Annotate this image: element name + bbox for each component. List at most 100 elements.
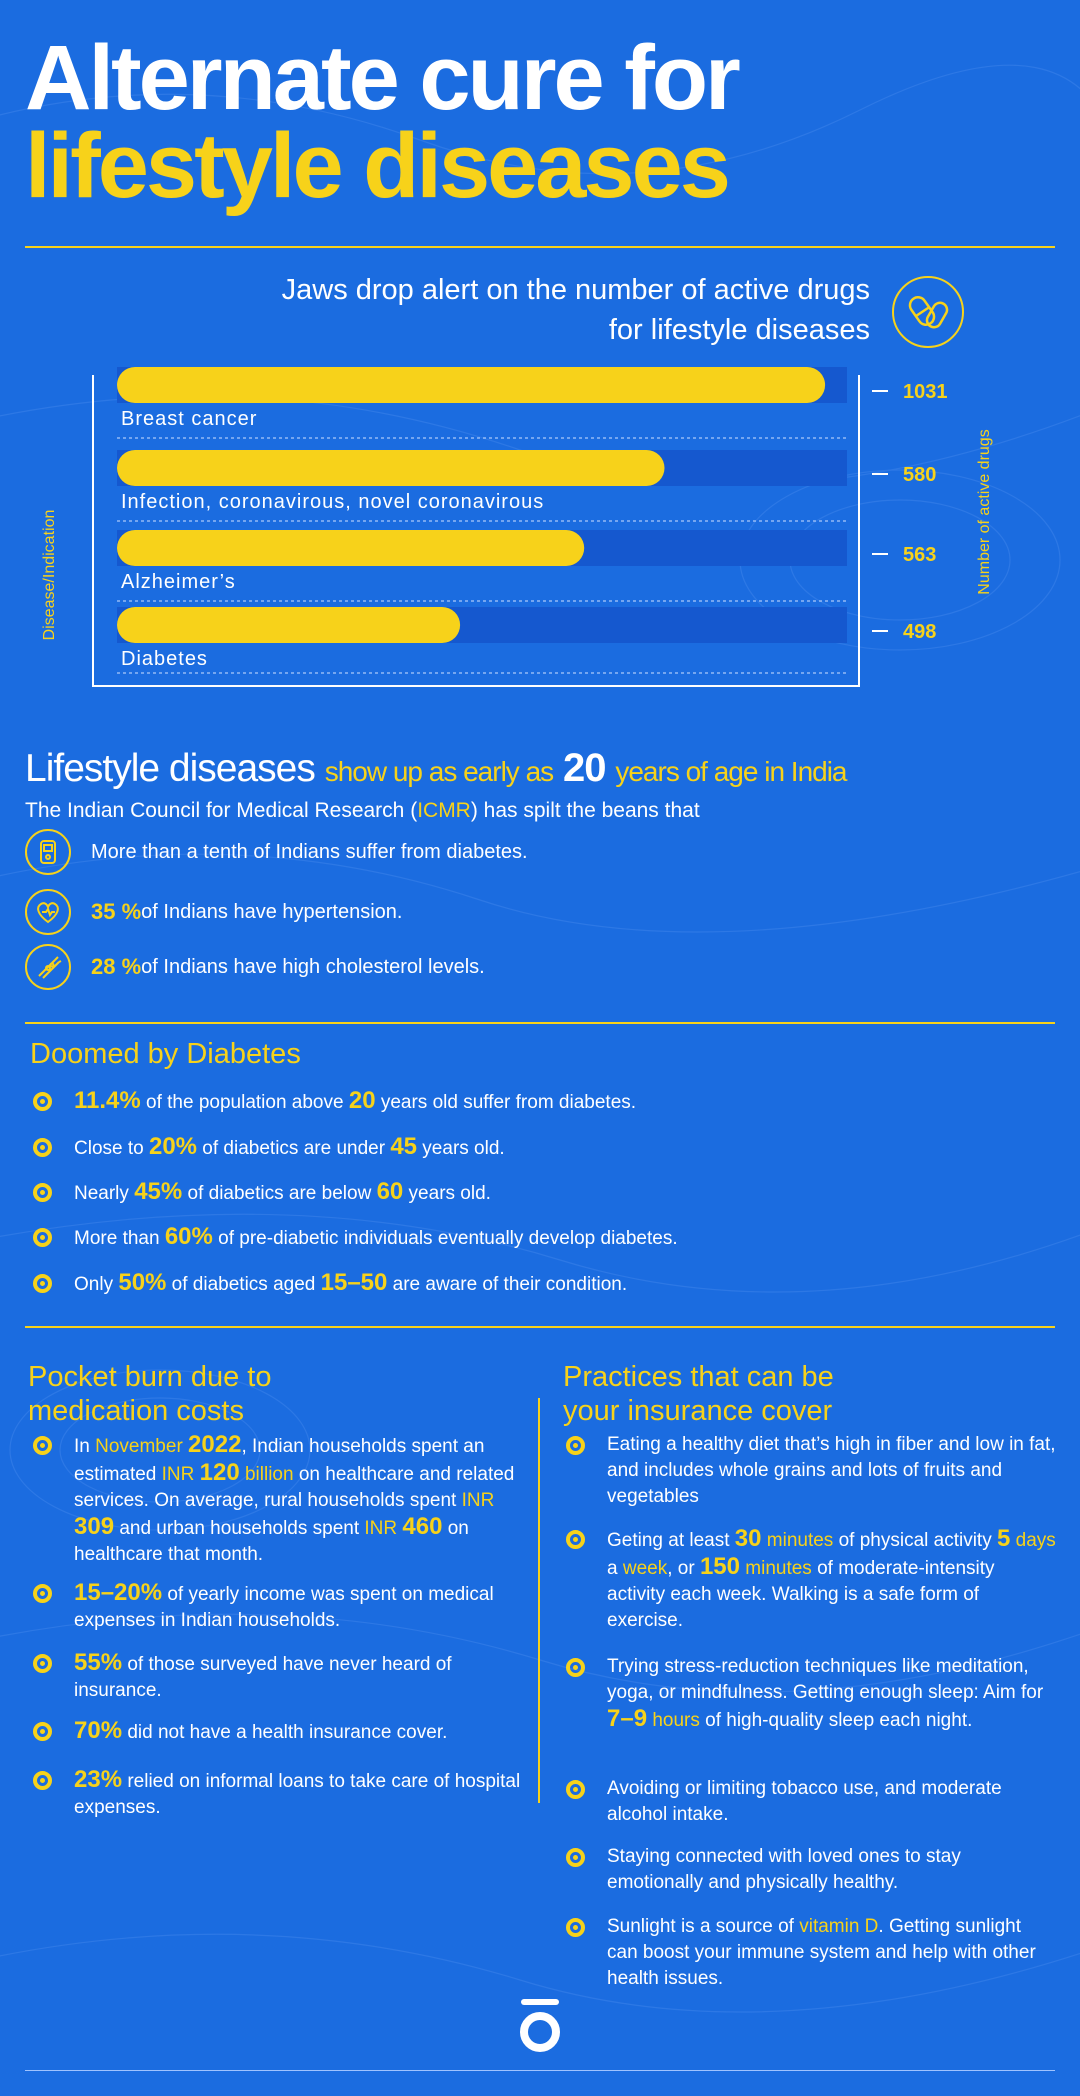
practice-item: Eating a healthy diet that’s high in fib… [566, 1432, 1056, 1510]
text-run: on healthcare that month. [74, 1518, 469, 1565]
pocket-item-text: 15–20% of yearly income was spent on med… [74, 1580, 528, 1634]
text-run: are aware of their condition. [387, 1274, 628, 1295]
text-run: Geting at least [607, 1530, 735, 1551]
text-run: years old suffer from diabetes. [375, 1092, 637, 1113]
brand-logo [520, 1999, 560, 2052]
chart-title-line-1: Jaws drop alert on the number of active … [281, 274, 870, 306]
lifestyle-subheading: The Indian Council for Medical Research … [25, 799, 700, 823]
bar [117, 607, 461, 643]
text-run: , or [667, 1558, 700, 1579]
highlight-run: 20 [348, 1087, 376, 1114]
highlight-run: INR [364, 1518, 403, 1539]
lifestyle-item: 35 % of Indians have hypertension. [25, 888, 402, 936]
chart-title: Jaws drop alert on the number of active … [250, 270, 870, 350]
value-label: 1031 [903, 381, 948, 403]
text-run: Avoiding or limiting tobacco use, and mo… [607, 1778, 1002, 1825]
page-title-line-1: Alternate cure for [25, 27, 741, 129]
bullet-icon [33, 1771, 52, 1790]
text-run: years old. [417, 1138, 505, 1159]
pills-icon [892, 276, 964, 348]
highlight-run: 15–50 [320, 1269, 388, 1296]
highlight-run: 50% [118, 1269, 167, 1296]
pocket-item: In November 2022, Indian households spen… [33, 1432, 528, 1568]
highlight-run: 2022 [188, 1431, 242, 1458]
divider-top [25, 246, 1055, 248]
text-run: Nearly [74, 1183, 135, 1204]
text-run: Sunlight is a source of [607, 1916, 800, 1937]
bullet-icon [33, 1654, 52, 1673]
highlight-run: hours [647, 1710, 700, 1731]
divider-bottom [25, 2070, 1055, 2071]
pocket-item: 15–20% of yearly income was spent on med… [33, 1580, 528, 1634]
bullet-icon [566, 1436, 585, 1455]
bar [117, 450, 665, 486]
highlight-run: 309 [74, 1513, 115, 1540]
highlight-run: 30 [734, 1525, 762, 1552]
bullet-icon [566, 1658, 585, 1677]
lifestyle-heading-age: 20 [563, 746, 606, 790]
bullet-icon [33, 1436, 52, 1455]
diabetes-item: 11.4% of the population above 20 years o… [33, 1088, 636, 1116]
artery-icon [25, 944, 71, 990]
diabetes-item-text: Close to 20% of diabetics are under 45 y… [74, 1134, 505, 1162]
text-run: and urban households spent [114, 1518, 365, 1539]
highlight-run: 23% [74, 1766, 123, 1793]
lifestyle-sub-post: ) has spilt the beans that [470, 799, 700, 822]
text-run: of diabetics are below [182, 1183, 377, 1204]
chart-title-line-2: for lifestyle diseases [608, 314, 870, 346]
text-run: of pre-diabetic individuals eventually d… [212, 1228, 678, 1249]
lifestyle-item-text: More than a tenth of Indians suffer from… [91, 840, 528, 863]
practices-heading-line-2: your insurance cover [563, 1395, 833, 1427]
pocket-item: 70% did not have a health insurance cove… [33, 1718, 528, 1746]
highlight-run: 5 [996, 1525, 1011, 1552]
lifestyle-item-text: of Indians have high cholesterol levels. [141, 955, 485, 978]
pocket-heading-line-2: medication costs [28, 1395, 244, 1427]
text-run: of diabetics are under [197, 1138, 391, 1159]
practice-item: Geting at least 30 minutes of physical a… [566, 1526, 1056, 1634]
text-run: of diabetics aged [166, 1274, 321, 1295]
glucometer-icon [25, 829, 71, 875]
text-run: a [607, 1558, 623, 1579]
practice-item-text: Eating a healthy diet that’s high in fib… [607, 1432, 1056, 1510]
pocket-item-text: 55% of those surveyed have never heard o… [74, 1650, 528, 1704]
text-run: , Indian households spent an estimated [74, 1436, 485, 1485]
diabetes-item-text: 11.4% of the population above 20 years o… [74, 1088, 636, 1116]
highlight-run: 60% [164, 1223, 213, 1250]
text-run: Only [74, 1274, 119, 1295]
text-run: In [74, 1436, 96, 1457]
bullet-icon [33, 1092, 52, 1111]
diabetes-item-text: Nearly 45% of diabetics are below 60 yea… [74, 1179, 491, 1207]
text-run: years old. [403, 1183, 491, 1204]
highlight-run: November [95, 1436, 189, 1457]
text-run: Close to [74, 1138, 149, 1159]
diabetes-item-text: Only 50% of diabetics aged 15–50 are awa… [74, 1270, 627, 1298]
highlight-run: 15–20% [74, 1579, 163, 1606]
highlight-run: INR [161, 1464, 200, 1485]
lifestyle-sub-icmr: ICMR [417, 799, 471, 822]
text-run: Eating a healthy diet that’s high in fib… [607, 1434, 1056, 1507]
bullet-icon [33, 1584, 52, 1603]
bullet-icon [566, 1848, 585, 1867]
diabetes-item: Close to 20% of diabetics are under 45 y… [33, 1134, 505, 1162]
practices-heading: Practices that can be your insurance cov… [563, 1360, 834, 1428]
lifestyle-item: More than a tenth of Indians suffer from… [25, 828, 528, 876]
practice-item: Avoiding or limiting tobacco use, and mo… [566, 1776, 1056, 1828]
heart-pulse-icon [25, 889, 71, 935]
value-label: 563 [903, 544, 936, 566]
lifestyle-item-pct: 35 % [91, 899, 142, 924]
text-run: did not have a health insurance cover. [122, 1722, 448, 1743]
lifestyle-heading-part-1: show up as early as [324, 756, 554, 787]
diabetes-item-text: More than 60% of pre-diabetic individual… [74, 1224, 678, 1252]
highlight-run: 70% [74, 1717, 123, 1744]
lifestyle-heading-main: Lifestyle diseases [25, 747, 316, 790]
text-run: relied on informal loans to take care of… [74, 1771, 521, 1818]
highlight-run: minutes [740, 1558, 812, 1579]
highlight-run: week [622, 1558, 668, 1579]
pocket-item-text: 23% relied on informal loans to take car… [74, 1767, 528, 1821]
highlight-run: 7–9 [607, 1705, 648, 1732]
text-run: . Getting sunlight can boost your immune… [607, 1916, 1036, 1989]
practices-heading-line-1: Practices that can be [563, 1361, 834, 1393]
highlight-run: 60 [376, 1178, 404, 1205]
practice-item: Sunlight is a source of vitamin D. Getti… [566, 1914, 1056, 1992]
category-label: Infection, coronavirous, novel coronavir… [121, 491, 544, 513]
